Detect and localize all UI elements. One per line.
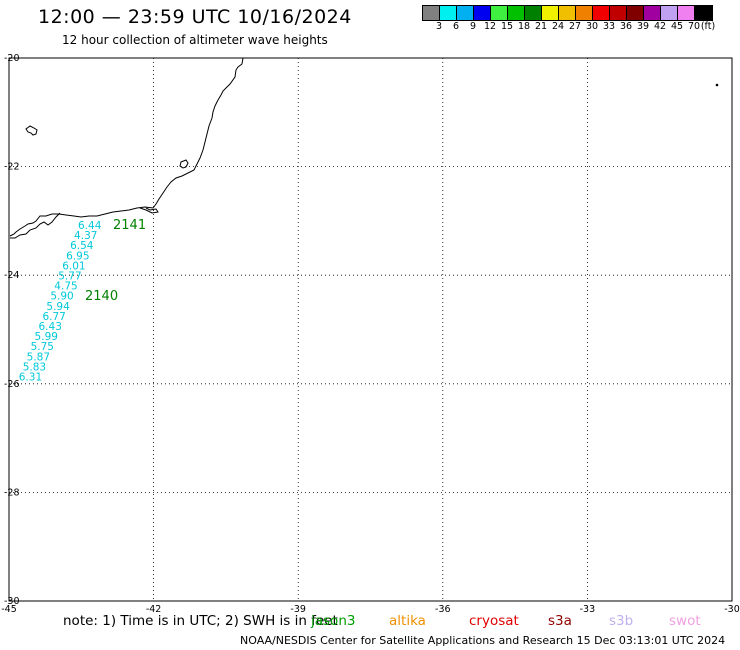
lon-tick-label: -33 — [580, 604, 596, 615]
map-grid — [9, 58, 732, 601]
colorbar-swatch — [678, 6, 695, 20]
colorbar-swatch — [695, 6, 712, 20]
wave-height-label: 6.95 — [66, 250, 89, 262]
colorbar-swatch — [542, 6, 559, 20]
colorbar-swatch — [627, 6, 644, 20]
colorbar-swatch — [508, 6, 525, 20]
colorbar-swatch — [644, 6, 661, 20]
map-frame — [8, 57, 733, 602]
page-title: 12:00 — 23:59 UTC 10/16/2024 — [38, 6, 352, 28]
island-ilha-grande — [25, 125, 38, 136]
lon-tick-label: -30 — [724, 604, 740, 615]
wave-height-label: 6.43 — [39, 321, 62, 333]
wave-height-label: 6.01 — [62, 260, 85, 272]
lat-tick-label: -20 — [4, 53, 20, 64]
wave-height-label: 6.31 — [19, 372, 42, 384]
colorbar-label: 9 — [469, 21, 477, 32]
colorbar-unit: (ft) — [700, 21, 716, 32]
colorbar-swatch — [525, 6, 542, 20]
credit-line: NOAA/NESDIS Center for Satellite Applica… — [240, 634, 726, 647]
colorbar-label: 39 — [636, 21, 650, 32]
wave-height-label: 5.77 — [58, 271, 81, 283]
colorbar-swatch — [474, 6, 491, 20]
colorbar-swatch — [423, 6, 440, 20]
coastline-inlet — [10, 207, 159, 239]
satellite-altika: altika — [389, 613, 426, 629]
wave-height-label: 4.75 — [54, 281, 77, 293]
lat-tick-label: -30 — [4, 596, 20, 607]
colorbar-label: 21 — [534, 21, 548, 32]
wave-height-label: 5.99 — [35, 331, 58, 343]
colorbar-label: 30 — [585, 21, 599, 32]
wave-height-label: 6.54 — [70, 240, 94, 252]
colorbar — [422, 5, 713, 21]
lat-tick-label: -22 — [4, 162, 20, 173]
wave-height-label: 5.90 — [50, 291, 73, 303]
colorbar-swatch — [661, 6, 678, 20]
colorbar-swatch — [457, 6, 474, 20]
lon-tick-label: -45 — [1, 604, 17, 615]
colorbar-label: 70 — [687, 21, 701, 32]
lat-tick-label: -24 — [4, 270, 20, 281]
axis-ticks: -45 -42 -39 -36 -33 -30 -20 -22 -24 -26 -28 -30 — [1, 53, 740, 615]
island-cabo-frio — [179, 159, 189, 169]
wave-height-labels: 6.444.376.546.956.015.774.755.905.946.77… — [19, 220, 102, 384]
track-label-2141: 2141 — [113, 218, 147, 233]
satellite-swot: swot — [669, 613, 701, 629]
colorbar-swatch — [610, 6, 627, 20]
colorbar-label: 27 — [568, 21, 582, 32]
island-trindade — [715, 83, 719, 87]
colorbar-swatch — [440, 6, 457, 20]
satellite-s3b: s3b — [609, 613, 634, 629]
track-label-2140: 2140 — [85, 289, 119, 304]
colorbar-label: 3 — [435, 21, 443, 32]
colorbar-swatch — [559, 6, 576, 20]
colorbar-swatch — [491, 6, 508, 20]
coastline — [9, 57, 244, 237]
satellite-s3a: s3a — [548, 613, 572, 629]
lon-tick-label: -36 — [435, 604, 451, 615]
note-text: note: 1) Time is in UTC; 2) SWH is in fe… — [63, 613, 338, 629]
wave-height-label: 5.83 — [23, 361, 46, 373]
wave-height-label: 4.37 — [74, 230, 97, 242]
wave-height-label: 6.44 — [78, 220, 102, 232]
colorbar-label: 12 — [483, 21, 497, 32]
satellite-jason3: jason3 — [311, 613, 356, 629]
colorbar-label: 24 — [551, 21, 565, 32]
colorbar-label: 36 — [619, 21, 633, 32]
colorbar-label: 15 — [500, 21, 514, 32]
colorbar-label: 33 — [602, 21, 616, 32]
page-subtitle: 12 hour collection of altimeter wave hei… — [62, 33, 328, 47]
lat-tick-label: -28 — [4, 487, 20, 498]
colorbar-swatch — [576, 6, 593, 20]
wave-height-label: 5.94 — [46, 301, 70, 313]
colorbar-labels: 3 6 9 12 15 18 21 24 27 30 33 36 39 42 45 70 (ft) — [422, 21, 740, 33]
colorbar-label: 18 — [517, 21, 531, 32]
satellite-cryosat: cryosat — [469, 613, 519, 629]
lon-tick-label: -42 — [146, 604, 162, 615]
colorbar-label: 42 — [653, 21, 667, 32]
lat-tick-label: -26 — [4, 379, 20, 390]
colorbar-swatch — [593, 6, 610, 20]
colorbar-label: 6 — [452, 21, 460, 32]
lon-tick-label: -39 — [290, 604, 306, 615]
wave-height-label: 5.75 — [31, 341, 54, 353]
colorbar-label: 45 — [670, 21, 684, 32]
wave-height-label: 5.87 — [27, 351, 50, 363]
wave-height-label: 6.77 — [42, 311, 65, 323]
